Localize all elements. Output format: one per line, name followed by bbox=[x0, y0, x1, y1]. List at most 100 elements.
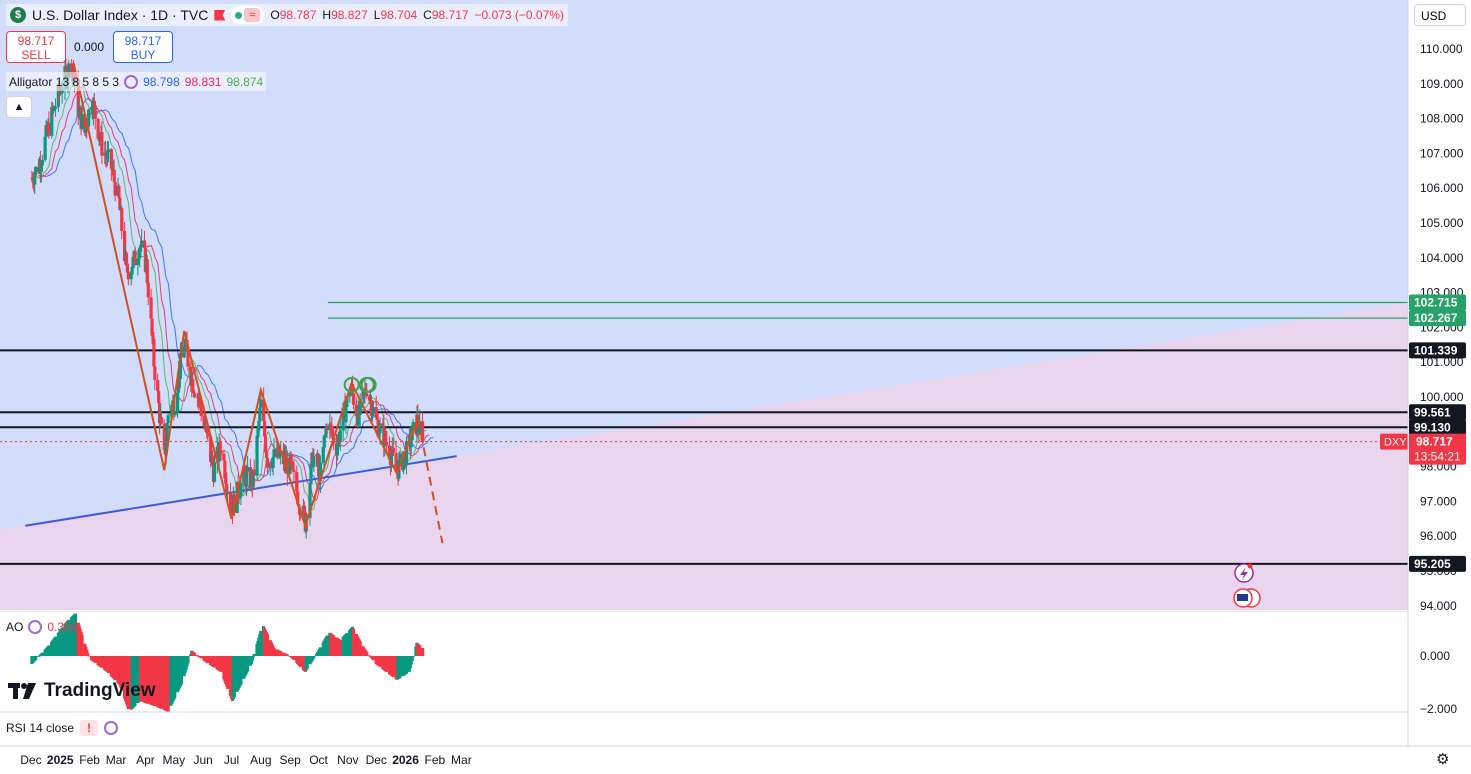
symbol-header: $ U.S. Dollar Index · 1D · TVC ≈ O98.787… bbox=[6, 4, 568, 26]
price-tick-label: 94.000 bbox=[1420, 599, 1457, 613]
candle-body bbox=[50, 107, 54, 136]
price-tick-label: 104.000 bbox=[1420, 251, 1464, 265]
candle-body bbox=[351, 393, 356, 405]
candle-body bbox=[149, 297, 153, 319]
level-tag-bg-101.339 bbox=[1409, 342, 1466, 359]
candle-body bbox=[238, 496, 242, 499]
candle-body bbox=[129, 271, 133, 280]
ao-bar bbox=[245, 656, 250, 672]
ao-legend[interactable]: AO 0.304 bbox=[6, 620, 77, 634]
candle-body bbox=[56, 84, 60, 107]
buy-button[interactable]: 98.717 BUY bbox=[113, 31, 173, 63]
candle-body bbox=[136, 258, 140, 266]
candle-body bbox=[205, 427, 209, 434]
ao-bar bbox=[166, 656, 170, 712]
candle-body bbox=[157, 391, 161, 404]
gear-icon[interactable]: ⚙ bbox=[1436, 751, 1450, 768]
candle-body bbox=[278, 453, 282, 457]
ao-bar bbox=[212, 656, 217, 668]
refresh-icon[interactable] bbox=[124, 74, 139, 89]
ao-bar bbox=[93, 656, 97, 663]
ao-bar bbox=[86, 652, 90, 656]
candle-body bbox=[226, 491, 230, 493]
candle-body bbox=[258, 407, 262, 422]
price-tick-label: 100.000 bbox=[1420, 390, 1464, 404]
ao-bar bbox=[133, 656, 137, 706]
level-tag-bg-102.267 bbox=[1409, 310, 1466, 327]
time-tick-label: 2025 bbox=[47, 753, 74, 767]
refresh-icon[interactable] bbox=[28, 620, 43, 634]
level-tag-102.715: 102.715 bbox=[1414, 296, 1458, 310]
candle-body bbox=[348, 395, 352, 397]
candle-body bbox=[330, 426, 334, 434]
candle-body bbox=[64, 66, 68, 70]
candle-body bbox=[264, 452, 269, 458]
symbol-title[interactable]: U.S. Dollar Index · 1D · TVC bbox=[32, 7, 209, 23]
candle-body bbox=[322, 437, 326, 447]
candle-body bbox=[191, 378, 195, 393]
candle-body bbox=[309, 463, 313, 485]
candle-body bbox=[259, 399, 263, 408]
ao-bar bbox=[47, 645, 51, 656]
candle-body bbox=[376, 420, 380, 437]
candle-body bbox=[199, 406, 203, 417]
candle-body bbox=[344, 407, 348, 423]
candle-body bbox=[146, 282, 150, 298]
candle-body bbox=[378, 423, 382, 434]
ao-bar bbox=[410, 656, 414, 661]
ao-bar bbox=[195, 655, 200, 657]
refresh-icon[interactable] bbox=[104, 721, 119, 735]
candle-body bbox=[133, 251, 137, 266]
ao-bar bbox=[325, 635, 329, 656]
candle-body bbox=[395, 467, 399, 472]
market-open-dot-icon bbox=[235, 11, 243, 19]
zigzag-pattern bbox=[72, 62, 419, 530]
candle-body bbox=[341, 407, 345, 431]
collapse-legend-button[interactable]: ▲ bbox=[6, 96, 32, 118]
ao-bar bbox=[206, 656, 210, 664]
market-status-pill[interactable]: ≈ bbox=[231, 6, 265, 24]
ao-bar bbox=[279, 651, 283, 656]
flag-icon[interactable] bbox=[214, 9, 226, 21]
tradingview-logo-icon bbox=[8, 682, 38, 700]
price-axis: 94.00095.00096.00097.00098.00099.000100.… bbox=[1380, 0, 1471, 774]
candle-body bbox=[80, 114, 84, 129]
candle-body bbox=[156, 380, 160, 392]
price-tick-label: 110.000 bbox=[1420, 42, 1463, 56]
candle-body bbox=[150, 318, 154, 336]
time-tick-label: Dec bbox=[20, 753, 41, 767]
ao-bar bbox=[420, 647, 425, 656]
sell-button[interactable]: 98.717 SELL bbox=[6, 31, 66, 63]
candle-body bbox=[325, 427, 329, 431]
candle-body bbox=[60, 89, 64, 94]
candle-body bbox=[271, 457, 275, 469]
ao-bar bbox=[338, 640, 342, 656]
candle-body bbox=[368, 396, 372, 401]
candle-body bbox=[130, 268, 134, 272]
ao-bar bbox=[345, 632, 349, 656]
candle-body bbox=[92, 100, 96, 106]
candle-body bbox=[296, 491, 300, 505]
high-label: H bbox=[322, 8, 332, 22]
candle-body bbox=[137, 258, 141, 260]
candle-body bbox=[224, 478, 228, 485]
countdown-tag: 13:54:21 bbox=[1414, 450, 1461, 464]
ao-bar bbox=[120, 656, 124, 691]
candle-body bbox=[308, 484, 312, 518]
rsi-legend[interactable]: RSI 14 close ! bbox=[6, 720, 119, 736]
candle-body bbox=[312, 456, 316, 467]
candle-body bbox=[361, 390, 365, 400]
tradingview-logo[interactable]: TradingView bbox=[8, 680, 156, 702]
sell-label: SELL bbox=[21, 48, 51, 62]
candle-body bbox=[117, 185, 121, 198]
candle-body bbox=[345, 396, 349, 408]
ao-bar bbox=[265, 634, 270, 656]
currency-selector[interactable]: USD bbox=[1414, 4, 1466, 26]
candle-body bbox=[228, 491, 233, 509]
ao-bar bbox=[67, 619, 71, 656]
warning-icon[interactable]: ! bbox=[80, 720, 99, 736]
alligator-legend[interactable]: Alligator 13 8 5 8 5 3 98.798 98.831 98.… bbox=[6, 72, 267, 91]
time-tick-label: Mar bbox=[106, 753, 127, 767]
price-tick-label: 108.000 bbox=[1420, 112, 1464, 126]
